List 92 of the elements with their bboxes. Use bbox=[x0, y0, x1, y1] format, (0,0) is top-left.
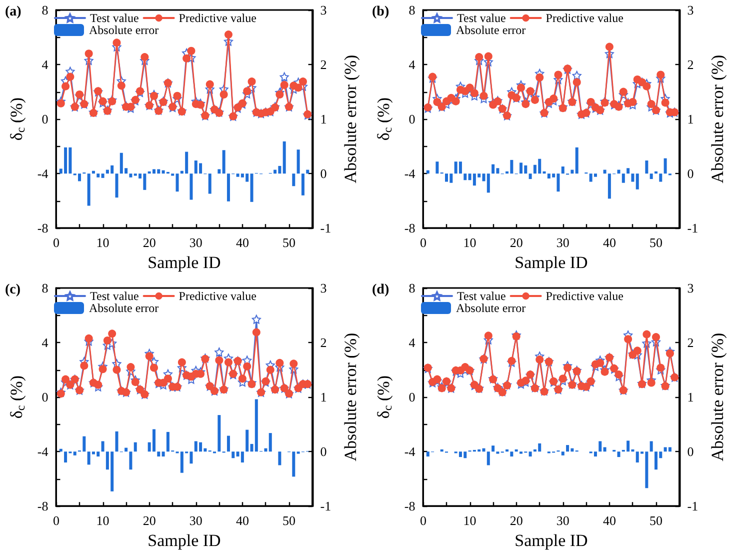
x-tick-label: 10 bbox=[96, 235, 110, 250]
y-tick-label: -8 bbox=[404, 220, 416, 236]
legend-label: Test value bbox=[90, 11, 139, 25]
legend-label: Absolute error bbox=[456, 23, 526, 37]
y-axis-title: δc (%) bbox=[374, 376, 394, 419]
y-tick-label: -4 bbox=[37, 166, 49, 182]
y2-tick-label: 1 bbox=[320, 390, 327, 405]
y-tick-label: 4 bbox=[408, 335, 416, 350]
x-axis-title: Sample ID bbox=[148, 531, 221, 550]
legend-label: Absolute error bbox=[456, 301, 526, 315]
chart-title: (b) bbox=[372, 4, 390, 20]
y2-tick-label: -1 bbox=[320, 498, 332, 514]
y2-tick-label: 1 bbox=[687, 112, 694, 127]
y-tick-label: -8 bbox=[37, 498, 48, 514]
y2-tick-label: -1 bbox=[320, 220, 332, 236]
x-tick-label: 40 bbox=[602, 513, 616, 528]
x-tick-label: 30 bbox=[556, 235, 570, 250]
x-tick-label: 10 bbox=[463, 513, 476, 528]
y-tick-label: 0 bbox=[408, 112, 416, 127]
y2-tick-label: -1 bbox=[687, 220, 698, 236]
y-tick-label: 4 bbox=[42, 335, 49, 350]
y2-tick-label: 0 bbox=[687, 166, 694, 182]
y-axis-title: δc (%) bbox=[7, 376, 28, 419]
y-tick-label: 8 bbox=[42, 2, 48, 18]
y-axis-title: δc (%) bbox=[374, 98, 394, 141]
legend-label: Predictive value bbox=[178, 289, 256, 303]
y2-tick-label: 0 bbox=[320, 444, 327, 460]
y-tick-label: -8 bbox=[404, 498, 416, 514]
legend-label: Predictive value bbox=[546, 11, 624, 25]
chart-title: (d) bbox=[372, 282, 390, 298]
x-tick-label: 20 bbox=[510, 513, 523, 528]
y2-tick-label: 2 bbox=[320, 335, 327, 350]
x-tick-label: 50 bbox=[649, 513, 662, 528]
y2-axis-title: Absolute error (%) bbox=[341, 54, 360, 184]
y-tick-label: -8 bbox=[37, 220, 48, 236]
x-tick-label: 0 bbox=[420, 235, 426, 250]
x-axis-title: Sample ID bbox=[148, 253, 221, 272]
y-tick-label: 8 bbox=[42, 280, 48, 296]
y-tick-label: -4 bbox=[404, 444, 416, 460]
y2-tick-label: 0 bbox=[687, 444, 694, 460]
y-tick-label: 4 bbox=[42, 57, 49, 72]
legend-label: Test value bbox=[457, 289, 506, 303]
chart-title: (c) bbox=[5, 282, 21, 298]
y2-tick-label: 2 bbox=[687, 57, 694, 72]
x-tick-label: 10 bbox=[463, 235, 476, 250]
x-tick-label: 30 bbox=[556, 513, 570, 528]
x-tick-label: 20 bbox=[510, 235, 523, 250]
y-tick-label: 0 bbox=[408, 390, 416, 405]
y2-axis-title: Absolute error (%) bbox=[708, 54, 727, 184]
y2-tick-label: 3 bbox=[687, 2, 694, 18]
y2-tick-label: 1 bbox=[687, 390, 694, 405]
x-tick-label: 20 bbox=[142, 235, 156, 250]
x-tick-label: 0 bbox=[52, 235, 60, 250]
x-tick-label: 50 bbox=[649, 235, 662, 250]
legend-label: Absolute error bbox=[89, 23, 159, 37]
y2-tick-label: 3 bbox=[687, 280, 694, 296]
y2-tick-label: 3 bbox=[320, 2, 327, 18]
legend-label: Predictive value bbox=[546, 289, 624, 303]
x-tick-label: 20 bbox=[142, 513, 156, 528]
x-tick-label: 0 bbox=[420, 513, 426, 528]
y2-tick-label: -1 bbox=[687, 498, 698, 514]
legend-label: Absolute error bbox=[89, 301, 159, 315]
y2-tick-label: 2 bbox=[687, 335, 694, 350]
y-tick-label: 8 bbox=[408, 2, 416, 18]
y2-tick-label: 0 bbox=[320, 166, 327, 182]
y-tick-label: 0 bbox=[42, 112, 48, 127]
legend-label: Test value bbox=[90, 289, 139, 303]
x-tick-label: 50 bbox=[282, 235, 296, 250]
x-tick-label: 40 bbox=[236, 235, 249, 250]
y2-tick-label: 1 bbox=[320, 112, 327, 127]
legend-label: Predictive value bbox=[178, 11, 256, 25]
y-tick-label: -4 bbox=[404, 166, 416, 182]
x-tick-label: 30 bbox=[189, 235, 202, 250]
x-tick-label: 0 bbox=[52, 513, 60, 528]
x-tick-label: 50 bbox=[282, 513, 296, 528]
legend-label: Test value bbox=[457, 11, 506, 25]
x-axis-title: Sample ID bbox=[514, 531, 588, 550]
y2-tick-label: 3 bbox=[320, 280, 327, 296]
y2-tick-label: 2 bbox=[320, 57, 327, 72]
y-axis-title: δc (%) bbox=[7, 98, 28, 141]
x-axis-title: Sample ID bbox=[514, 253, 588, 272]
chart-title: (a) bbox=[5, 4, 22, 20]
y2-axis-title: Absolute error (%) bbox=[341, 332, 360, 462]
x-tick-label: 30 bbox=[189, 513, 202, 528]
x-tick-label: 40 bbox=[236, 513, 249, 528]
y-tick-label: 8 bbox=[408, 280, 416, 296]
x-tick-label: 10 bbox=[96, 513, 110, 528]
x-tick-label: 40 bbox=[602, 235, 616, 250]
y-tick-label: 0 bbox=[42, 390, 48, 405]
y-tick-label: 4 bbox=[408, 57, 416, 72]
y-tick-label: -4 bbox=[37, 444, 49, 460]
y2-axis-title: Absolute error (%) bbox=[708, 332, 727, 462]
